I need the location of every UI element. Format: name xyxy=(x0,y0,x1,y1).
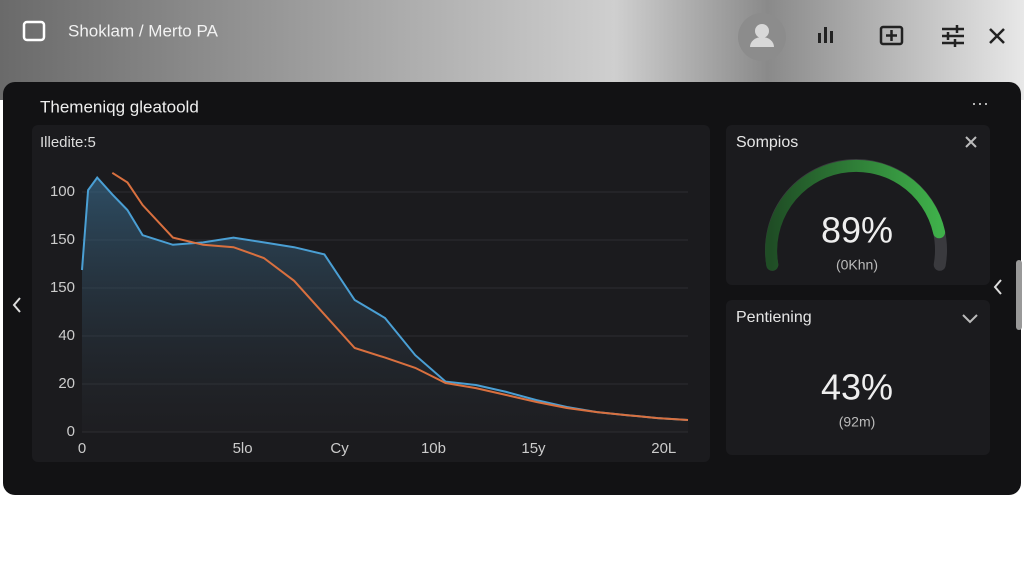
settings-icon[interactable] xyxy=(942,25,964,47)
scrollbar xyxy=(1016,260,1022,330)
avatar-head xyxy=(755,24,769,38)
plot: 0 20 40 150 150 100 0 5lo Cy 10b 15y 20L xyxy=(50,171,689,457)
x-tick-label: Cy xyxy=(330,440,349,457)
next-button[interactable] xyxy=(993,279,1002,295)
gauge-value xyxy=(765,159,946,271)
avatar-body xyxy=(750,37,774,47)
widget-value: 89% xyxy=(821,210,893,251)
y-tick-label: 20 xyxy=(58,375,75,392)
widget-card xyxy=(726,300,990,455)
more-button[interactable]: ··· xyxy=(971,93,989,113)
line xyxy=(111,171,689,421)
x-tick-label: 20L xyxy=(651,440,676,457)
y-tick-label: 100 xyxy=(50,183,75,200)
widget-sub: (92m) xyxy=(839,414,876,430)
widget-title: Sompios xyxy=(736,134,798,151)
widget-sub: (0Khn) xyxy=(836,257,878,273)
area xyxy=(82,177,688,432)
x-tick-label: 5lo xyxy=(233,440,253,457)
y-tick-label: 150 xyxy=(50,231,75,248)
expand-widget[interactable] xyxy=(962,314,978,324)
app-icon xyxy=(22,20,46,42)
panel-title: Themeniqg gleatoold xyxy=(40,97,199,116)
header-title: Shoklam / Merto PA xyxy=(68,21,219,40)
widget-value: 43% xyxy=(821,367,893,408)
y-tick-label: 0 xyxy=(67,423,75,440)
y-tick-label: 150 xyxy=(50,279,75,296)
prev-button[interactable] xyxy=(12,297,21,313)
close-widget[interactable] xyxy=(965,136,977,148)
widget-title: Pentiening xyxy=(736,309,812,326)
chart-subtitle: Illedite:5 xyxy=(40,134,96,151)
x-tick-label: 15y xyxy=(521,440,546,457)
chart-icon[interactable] xyxy=(818,27,833,43)
add-icon[interactable] xyxy=(879,25,904,46)
close-button[interactable] xyxy=(989,28,1005,44)
x-tick-label: 0 xyxy=(78,440,86,457)
widget-card xyxy=(726,125,990,285)
x-tick-label: 10b xyxy=(421,440,446,457)
y-tick-label: 40 xyxy=(58,327,75,344)
widgets: Sompios 89% (0Khn) Pentiening 43% (92m) xyxy=(726,125,990,455)
